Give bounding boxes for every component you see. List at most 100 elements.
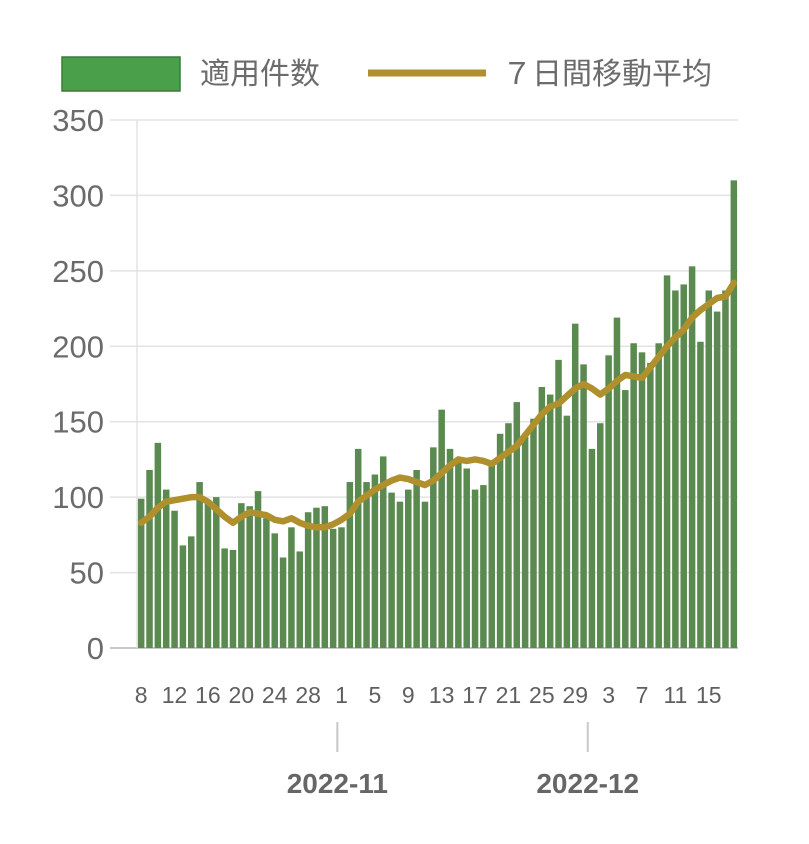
bar xyxy=(430,447,437,648)
bar xyxy=(405,489,412,648)
bar xyxy=(179,545,187,648)
y-tick-label: 250 xyxy=(52,254,104,289)
bar xyxy=(580,364,587,648)
bar xyxy=(521,436,529,648)
x-tick-label: 15 xyxy=(696,682,722,708)
bar xyxy=(396,501,404,648)
bar xyxy=(446,448,454,648)
bar xyxy=(688,266,696,648)
bar xyxy=(530,418,537,648)
month-label: 2022-12 xyxy=(536,768,639,799)
y-tick-label: 300 xyxy=(52,178,104,213)
bar xyxy=(438,409,445,648)
bar xyxy=(622,390,629,648)
bar xyxy=(663,275,671,648)
bar xyxy=(329,528,337,648)
x-tick-label: 24 xyxy=(262,682,288,708)
bar xyxy=(213,497,220,648)
bar xyxy=(463,468,470,648)
bar xyxy=(638,352,646,648)
bar xyxy=(588,448,596,648)
y-tick-label: 350 xyxy=(52,103,104,138)
legend-bar-label: 適用件数 xyxy=(200,57,320,92)
bar xyxy=(313,507,320,648)
bar xyxy=(263,518,270,648)
bar xyxy=(188,536,195,648)
bar xyxy=(254,491,262,648)
moving-average-line xyxy=(137,279,738,531)
bar xyxy=(672,290,679,648)
bar xyxy=(513,402,521,648)
bar xyxy=(379,456,387,648)
bar xyxy=(705,290,713,648)
bar xyxy=(371,474,379,648)
bar xyxy=(647,362,654,648)
y-tick-label: 50 xyxy=(70,556,104,591)
line-layer xyxy=(137,279,738,531)
x-tick-label: 5 xyxy=(368,682,381,708)
bar xyxy=(455,459,462,648)
bar xyxy=(505,423,512,648)
x-tick-label: 25 xyxy=(529,682,555,708)
y-tick-label: 150 xyxy=(52,405,104,440)
bar xyxy=(388,492,395,648)
bar xyxy=(546,394,554,648)
x-tick-label: 17 xyxy=(462,682,488,708)
bar xyxy=(655,343,662,648)
month-label: 2022-11 xyxy=(287,768,388,799)
x-tick-label: 21 xyxy=(496,682,522,708)
x-tick-label: 20 xyxy=(229,682,255,708)
bar xyxy=(363,482,370,648)
bar xyxy=(279,557,287,648)
bar xyxy=(229,549,237,648)
bar xyxy=(597,423,604,648)
bar xyxy=(697,341,704,648)
x-tick-label: 3 xyxy=(602,682,615,708)
bar xyxy=(480,485,487,648)
bar xyxy=(296,551,304,648)
bar xyxy=(613,317,621,648)
x-tick-label: 28 xyxy=(295,682,321,708)
bar xyxy=(538,387,546,648)
bar xyxy=(630,343,637,648)
bar xyxy=(496,433,504,648)
x-tick-label: 11 xyxy=(663,682,687,708)
bar xyxy=(221,548,228,648)
bar xyxy=(271,533,278,648)
x-tick-label: 13 xyxy=(429,682,455,708)
bar xyxy=(713,311,721,648)
bar xyxy=(304,512,312,648)
y-tick-label: 100 xyxy=(52,480,104,515)
legend-line-label: ７日間移動平均 xyxy=(502,57,712,92)
legend: 適用件数 ７日間移動平均 xyxy=(61,56,712,92)
bar xyxy=(555,359,562,648)
bar xyxy=(471,489,479,648)
bar xyxy=(571,323,579,648)
x-tick-label: 8 xyxy=(135,682,148,708)
bar xyxy=(605,355,612,648)
bar xyxy=(346,482,354,648)
bar xyxy=(722,290,729,648)
y-tick-label: 0 xyxy=(87,631,104,666)
x-tick-label: 1 xyxy=(335,682,348,708)
bar xyxy=(162,489,170,648)
x-tick-label: 9 xyxy=(402,682,415,708)
bar xyxy=(338,527,345,648)
bar xyxy=(246,506,253,648)
y-tick-label: 200 xyxy=(52,329,104,364)
x-tick-label: 16 xyxy=(195,682,221,708)
bar xyxy=(354,448,362,648)
bar xyxy=(288,527,295,648)
bar xyxy=(563,415,571,648)
bar xyxy=(413,469,420,648)
bar xyxy=(238,503,245,648)
bar xyxy=(196,482,203,648)
x-tick-label: 29 xyxy=(562,682,588,708)
legend-bar-swatch xyxy=(61,56,181,92)
x-tick-label: 12 xyxy=(162,682,188,708)
bar xyxy=(154,442,162,648)
bar xyxy=(204,503,212,648)
